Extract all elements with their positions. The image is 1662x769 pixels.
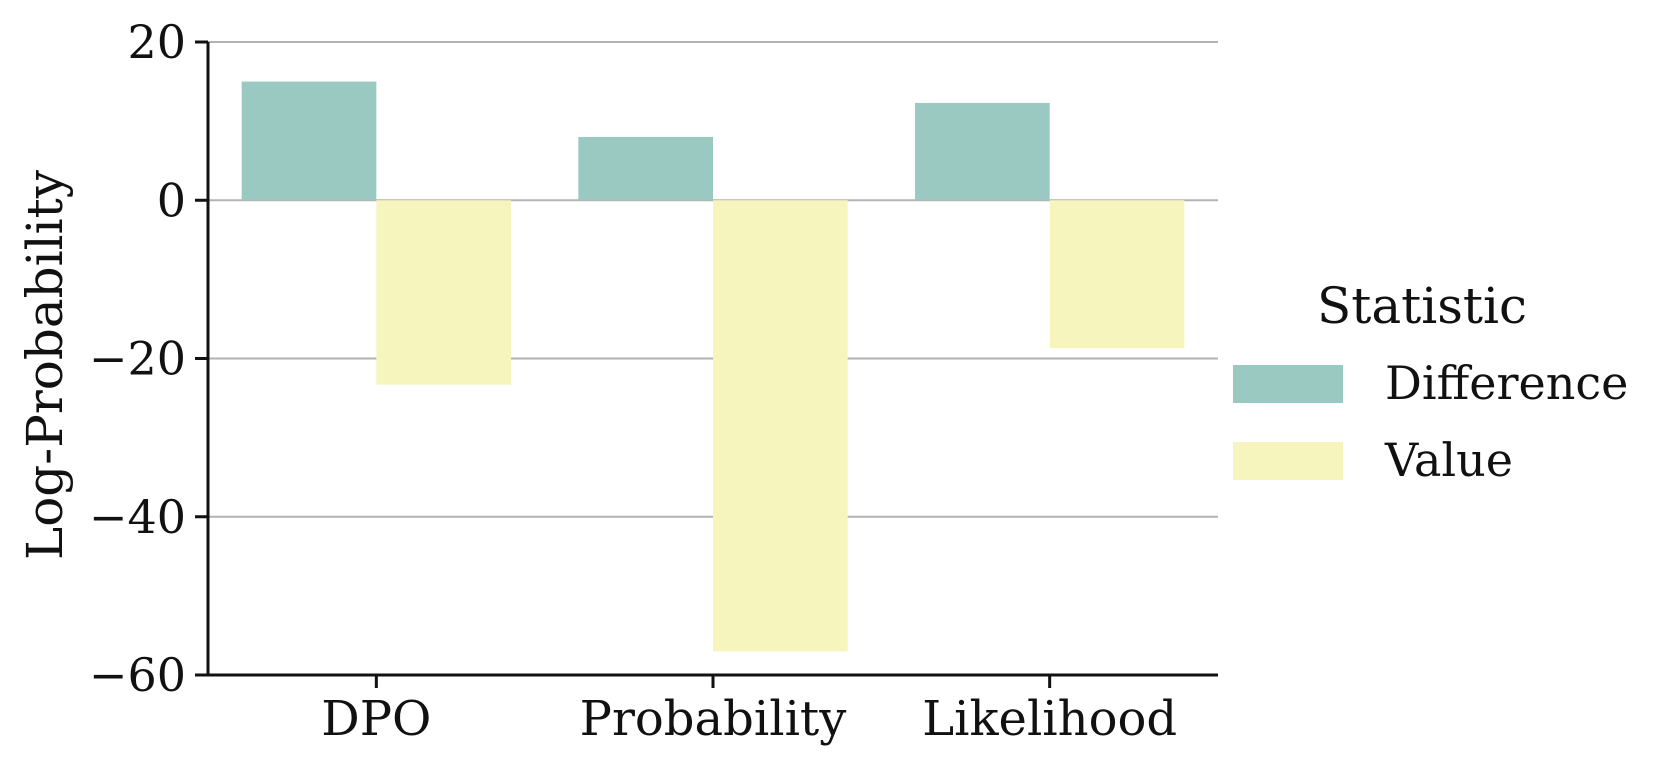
legend-label-value: Value — [1384, 433, 1513, 487]
legend: Statistic Difference Value — [1233, 277, 1628, 487]
bar-difference-dpo — [241, 81, 377, 201]
legend-label-difference: Difference — [1385, 356, 1628, 410]
x-ticks: DPO Probability Likelihood — [321, 675, 1177, 747]
bar-difference-likelihood — [915, 102, 1050, 201]
x-tick-label: DPO — [321, 691, 431, 747]
y-axis-label: Log-Probability — [16, 169, 74, 560]
bar-value-dpo — [376, 200, 511, 385]
y-tick-label: −60 — [89, 648, 186, 702]
y-tick-label: 20 — [127, 15, 186, 69]
bar-difference-probability — [578, 136, 713, 201]
y-tick-label: 0 — [157, 173, 186, 227]
x-tick-label: Likelihood — [922, 691, 1177, 747]
y-ticks: 20 0 −20 −40 −60 — [89, 15, 208, 702]
y-tick-label: −40 — [89, 490, 186, 544]
x-tick-label: Probability — [580, 691, 847, 747]
y-tick-label: −20 — [89, 332, 186, 386]
legend-swatch-difference — [1233, 365, 1343, 403]
legend-swatch-value — [1233, 442, 1343, 480]
bar-value-likelihood — [1049, 200, 1185, 349]
legend-title: Statistic — [1317, 277, 1527, 335]
bars — [241, 81, 1185, 652]
bar-value-probability — [713, 200, 848, 652]
